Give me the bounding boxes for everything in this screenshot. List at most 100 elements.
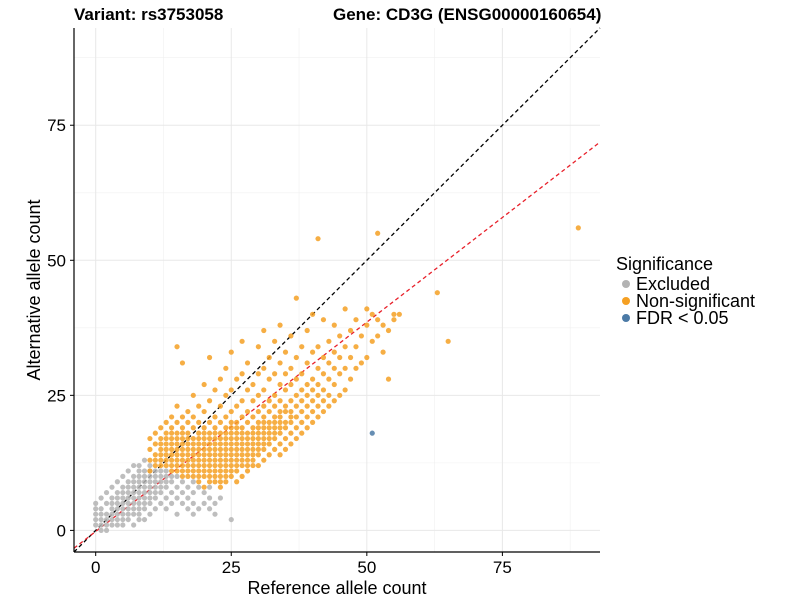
data-point: [196, 430, 202, 436]
data-point: [190, 489, 196, 496]
data-point: [147, 446, 153, 452]
data-point: [169, 500, 175, 506]
data-point: [158, 457, 164, 463]
data-point: [223, 365, 229, 371]
data-point: [158, 446, 164, 452]
data-point: [277, 419, 283, 425]
data-point: [282, 349, 289, 355]
data-point: [131, 473, 137, 479]
legend-label-excluded: Excluded: [636, 274, 710, 294]
data-point: [293, 295, 299, 301]
data-point: [206, 441, 213, 447]
data-point: [179, 425, 186, 431]
data-point: [185, 506, 191, 512]
data-point: [293, 354, 299, 361]
data-point: [277, 414, 283, 420]
data-point: [385, 327, 392, 334]
data-point: [201, 408, 207, 415]
data-point: [234, 462, 240, 469]
data-point: [190, 500, 196, 506]
data-point: [239, 430, 245, 436]
data-point: [109, 516, 115, 523]
data-point: [277, 408, 283, 415]
data-point: [206, 473, 213, 479]
data-point: [250, 430, 256, 436]
data-point: [190, 425, 196, 431]
data-point: [315, 403, 321, 409]
data-point: [266, 430, 272, 436]
data-point: [201, 435, 207, 442]
data-point: [174, 419, 180, 425]
data-point: [206, 479, 213, 485]
data-point: [158, 473, 164, 479]
data-point: [234, 441, 240, 447]
data-point: [131, 500, 137, 506]
reference-lines: [73, 27, 601, 553]
data-point: [299, 419, 305, 425]
data-point: [255, 452, 261, 458]
data-point: [277, 430, 283, 436]
y-tick-label: 50: [47, 251, 66, 270]
data-point: [234, 403, 240, 409]
data-point: [266, 419, 272, 425]
data-point: [152, 473, 158, 479]
data-point: [196, 452, 202, 458]
data-point: [272, 403, 278, 409]
data-point: [223, 435, 229, 442]
data-point: [114, 516, 120, 523]
data-point: [98, 522, 104, 528]
data-point: [114, 500, 120, 506]
data-point: [239, 435, 245, 442]
data-point: [261, 446, 267, 452]
data-point: [201, 500, 207, 506]
data-point: [234, 468, 240, 474]
data-point: [304, 425, 310, 431]
data-point: [125, 489, 131, 496]
data-point: [309, 408, 316, 415]
data-point: [272, 430, 278, 436]
data-point: [288, 441, 294, 447]
data-point: [309, 398, 316, 404]
data-point: [93, 516, 99, 523]
data-point: [217, 479, 224, 485]
data-point: [174, 446, 180, 452]
data-point: [206, 462, 213, 469]
data-point: [217, 430, 224, 436]
data-point: [304, 392, 310, 398]
data-point: [244, 435, 251, 442]
data-point: [391, 317, 397, 323]
data-point: [380, 322, 386, 328]
data-point: [103, 511, 110, 517]
data-point: [288, 333, 294, 339]
data-point: [212, 446, 218, 452]
data-point: [158, 425, 164, 431]
data-point: [255, 425, 261, 431]
data-point: [125, 479, 131, 485]
data-point: [272, 414, 278, 420]
data-point: [347, 327, 354, 334]
data-point: [179, 446, 186, 452]
data-point: [206, 435, 213, 442]
data-point: [152, 495, 158, 501]
data-point: [320, 398, 327, 404]
data-point: [293, 435, 299, 442]
x-tick-label: 0: [91, 558, 100, 577]
data-point: [364, 354, 370, 361]
data-point: [282, 403, 289, 409]
data-point: [120, 511, 126, 517]
data-point: [201, 473, 207, 479]
data-point: [277, 398, 283, 404]
data-point: [131, 511, 137, 517]
data-point: [217, 484, 224, 490]
data-point: [131, 489, 137, 496]
data-point: [223, 414, 229, 420]
data-point: [158, 452, 164, 458]
data-point: [212, 462, 218, 469]
data-point: [304, 414, 310, 420]
data-point: [261, 419, 267, 425]
x-tick-label: 50: [357, 558, 376, 577]
data-point: [125, 495, 131, 501]
data-point: [223, 462, 229, 469]
data-point: [304, 381, 310, 388]
data-point: [217, 457, 224, 463]
